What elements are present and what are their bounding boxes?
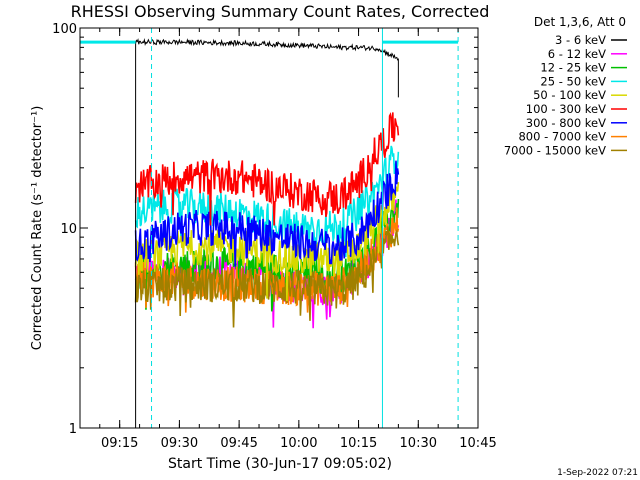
axis-layer: 09:15 09:30 09:45 10:00 10:15 10:30 10:45 1 10 10… bbox=[52, 22, 497, 451]
series-line-7 bbox=[134, 160, 400, 267]
legend-label-1: 3 - 6 keV bbox=[555, 33, 606, 47]
y-tick-label: 1 bbox=[69, 422, 77, 437]
chart-title: RHESSI Observing Summary Count Rates, Co… bbox=[71, 2, 490, 21]
legend-label-5: 50 - 100 keV bbox=[533, 88, 606, 102]
x-tick-label: 10:00 bbox=[280, 436, 317, 451]
legend-label-8: 800 - 7000 keV bbox=[518, 130, 606, 144]
legend-label-4: 25 - 50 keV bbox=[540, 74, 606, 88]
x-tick-label: 09:15 bbox=[101, 436, 138, 451]
x-tick-label: 09:45 bbox=[220, 436, 257, 451]
legend-label-6: 100 - 300 keV bbox=[526, 102, 606, 116]
legend-header: Det 1,3,6, Att 0 bbox=[534, 15, 626, 29]
y-axis-label: Corrected Count Rate (s⁻¹ detector⁻¹) bbox=[30, 106, 45, 351]
x-tick-label: 10:30 bbox=[400, 436, 437, 451]
footer-timestamp: 1-Sep-2022 07:21 bbox=[557, 468, 638, 478]
x-axis-label: Start Time (30-Jun-17 09:05:02) bbox=[168, 456, 392, 472]
series-line-6 bbox=[134, 112, 400, 226]
legend-label-2: 6 - 12 keV bbox=[548, 47, 606, 61]
series-line-1 bbox=[135, 38, 399, 428]
x-tick-label: 10:45 bbox=[459, 436, 496, 451]
legend-label-7: 300 - 800 keV bbox=[526, 116, 606, 130]
legend-label-3: 12 - 25 keV bbox=[540, 61, 606, 75]
x-tick-label: 09:30 bbox=[161, 436, 198, 451]
y-tick-label: 100 bbox=[52, 22, 77, 37]
legend-label-9: 7000 - 15000 keV bbox=[504, 143, 606, 157]
x-tick-label: 10:15 bbox=[340, 436, 377, 451]
y-tick-label: 10 bbox=[60, 222, 77, 237]
data-layer bbox=[134, 38, 400, 428]
